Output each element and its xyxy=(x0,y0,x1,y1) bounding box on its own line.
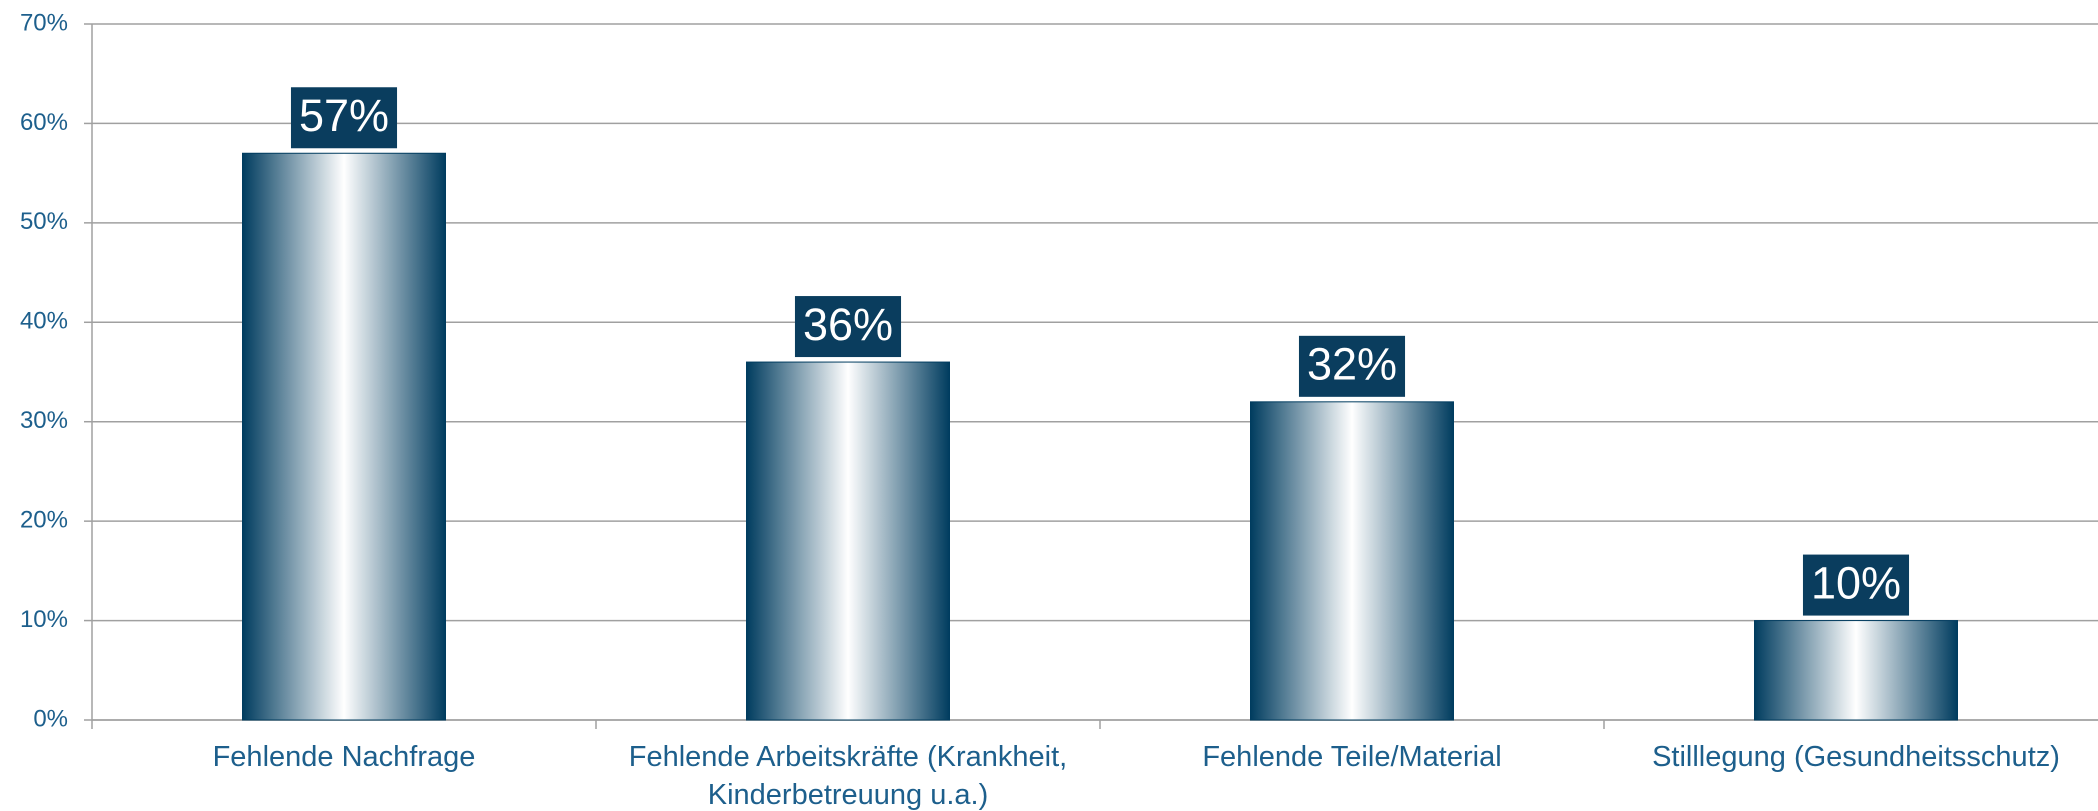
y-tick-label: 0% xyxy=(33,705,68,732)
value-label-box xyxy=(1298,335,1406,397)
bar xyxy=(746,361,950,721)
value-label-box xyxy=(794,296,902,358)
x-tick-label: Fehlende Arbeitskräfte (Krankheit, Kinde… xyxy=(628,741,1068,811)
value-label: 36% xyxy=(803,299,893,350)
value-label: 10% xyxy=(1811,557,1901,608)
y-tick-label: 20% xyxy=(20,506,68,533)
x-tick-label: Fehlende Teile/Material xyxy=(1202,741,1502,773)
y-tick-label: 70% xyxy=(20,9,68,36)
y-tick-label: 30% xyxy=(20,407,68,434)
y-tick-label: 40% xyxy=(20,308,68,335)
bar xyxy=(1754,620,1958,721)
bar xyxy=(1250,401,1454,721)
y-tick-label: 50% xyxy=(20,208,68,235)
value-label: 32% xyxy=(1307,339,1397,390)
x-tick-label: Fehlende Nachfrage xyxy=(212,741,476,773)
x-tick-label: Stilllegung (Gesundheitsschutz) xyxy=(1652,741,2060,773)
value-label: 57% xyxy=(299,90,389,141)
value-label-box xyxy=(1802,554,1910,616)
bar xyxy=(242,152,446,721)
y-tick-label: 60% xyxy=(20,109,68,136)
value-label-box xyxy=(290,87,398,149)
y-tick-label: 10% xyxy=(20,606,68,633)
